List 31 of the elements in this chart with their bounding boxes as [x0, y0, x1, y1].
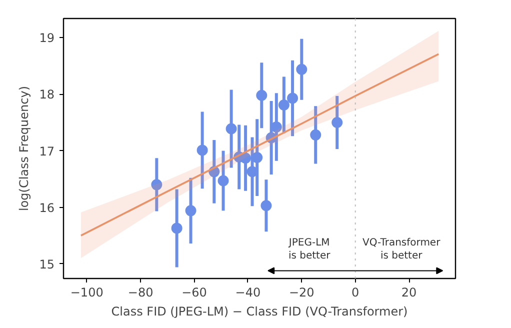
- y-tick-label: 19: [39, 31, 55, 46]
- point: [310, 129, 322, 140]
- point: [171, 222, 182, 234]
- annotation: VQ-Transformer is better: [362, 238, 442, 262]
- point: [185, 205, 196, 216]
- y-tick-label: 16: [39, 200, 55, 215]
- x-tick-label: −60: [182, 286, 207, 300]
- y-axis-title: log(Class Frequency): [17, 86, 32, 212]
- x-axis-title: Class FID (JPEG-LM) − Class FID (VQ-Transformer): [111, 304, 408, 318]
- point: [260, 200, 272, 212]
- x-tick-label: −40: [235, 286, 261, 300]
- point: [196, 144, 208, 156]
- x-tick-label: 20: [401, 286, 417, 300]
- x-tick-label: −100: [70, 286, 104, 300]
- x-tick-label: −20: [288, 286, 314, 300]
- x-tick-label: 0: [352, 286, 360, 300]
- annotation: JPEG-LM is better: [288, 238, 332, 262]
- point: [226, 123, 237, 134]
- point: [256, 90, 268, 101]
- y-tick-label: 15: [39, 257, 55, 272]
- point: [332, 117, 343, 128]
- point: [278, 99, 290, 110]
- point: [296, 64, 308, 75]
- y-tick-label: 17: [39, 144, 55, 158]
- point: [240, 152, 252, 164]
- point: [218, 175, 229, 186]
- point: [151, 179, 162, 190]
- line-series: [80, 53, 440, 236]
- x-tick-label: −80: [128, 286, 154, 300]
- y-tick-label: 18: [39, 88, 55, 102]
- point: [287, 92, 298, 104]
